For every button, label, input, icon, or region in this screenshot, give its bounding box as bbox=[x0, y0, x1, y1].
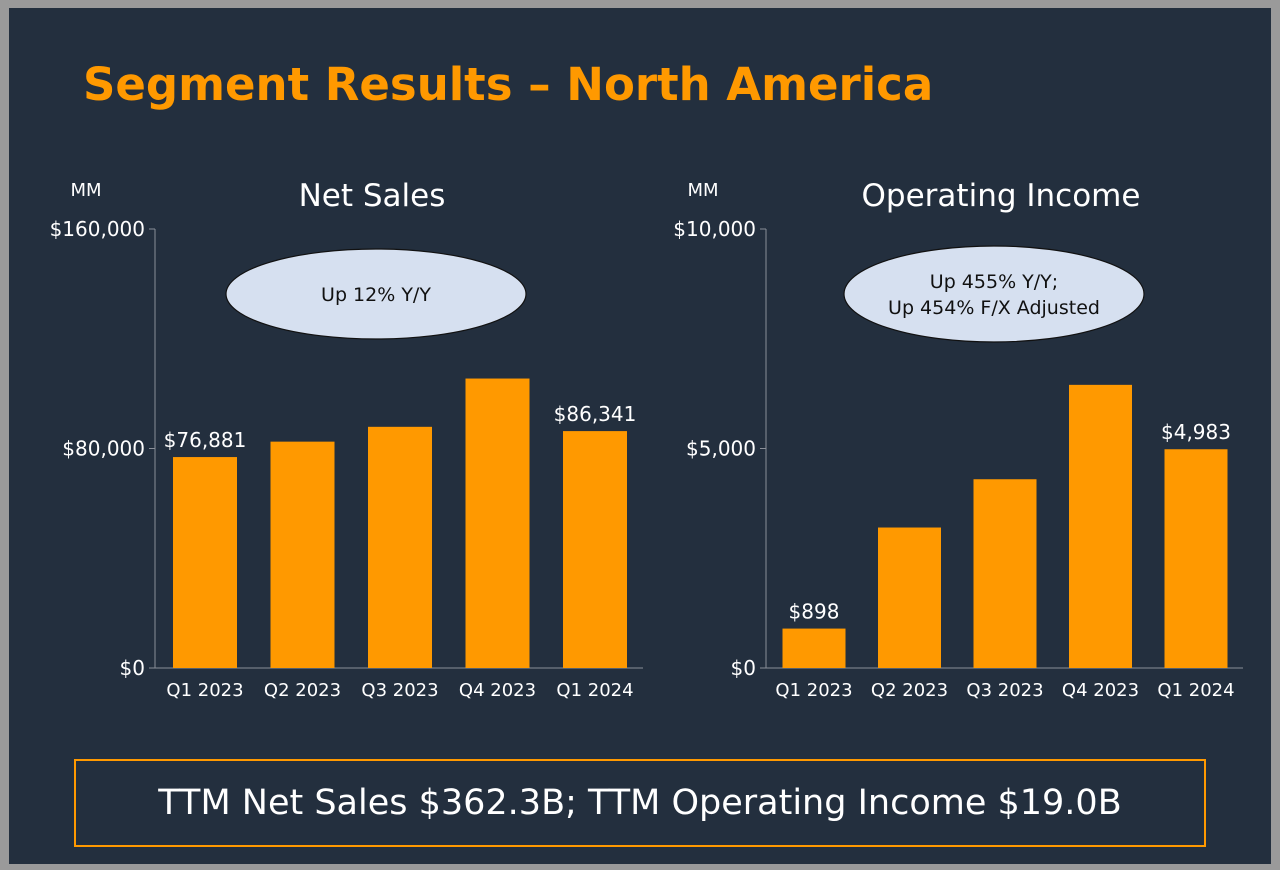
y-tick-label: $80,000 bbox=[62, 437, 145, 461]
y-tick-label: $160,000 bbox=[50, 217, 145, 241]
bar bbox=[782, 628, 846, 668]
x-tick-label: Q1 2023 bbox=[166, 680, 243, 701]
bar bbox=[270, 441, 335, 668]
x-tick-label: Q4 2023 bbox=[459, 680, 536, 701]
ttm-summary-box: TTM Net Sales $362.3B; TTM Operating Inc… bbox=[74, 759, 1206, 847]
slide: Segment Results – North America Net Sale… bbox=[9, 8, 1271, 864]
chart-title: Operating Income bbox=[862, 178, 1141, 214]
bar-value-label: $76,881 bbox=[164, 428, 247, 452]
callout-text: Up 12% Y/Y bbox=[321, 284, 431, 306]
x-tick-label: Q2 2023 bbox=[871, 680, 948, 701]
x-tick-label: Q4 2023 bbox=[1062, 680, 1139, 701]
x-tick-label: Q1 2023 bbox=[775, 680, 852, 701]
unit-label: MM bbox=[70, 180, 101, 201]
unit-label: MM bbox=[687, 180, 718, 201]
callout-ellipse bbox=[843, 245, 1145, 343]
y-tick-label: $0 bbox=[731, 656, 756, 680]
callout-text: Up 454% F/X Adjusted bbox=[888, 297, 1100, 319]
chart-title: Net Sales bbox=[299, 178, 446, 214]
slide-title: Segment Results – North America bbox=[83, 58, 934, 111]
bar-value-label: $898 bbox=[789, 600, 840, 624]
bar bbox=[368, 426, 432, 668]
x-tick-label: Q1 2024 bbox=[1157, 680, 1234, 701]
ttm-summary-text: TTM Net Sales $362.3B; TTM Operating Inc… bbox=[158, 783, 1122, 823]
callout-text: Up 455% Y/Y; bbox=[930, 271, 1058, 293]
x-tick-label: Q3 2023 bbox=[966, 680, 1043, 701]
y-tick-label: $10,000 bbox=[673, 217, 756, 241]
bar bbox=[563, 431, 627, 668]
bar bbox=[1069, 384, 1132, 668]
y-tick-label: $0 bbox=[120, 656, 145, 680]
bar bbox=[973, 479, 1037, 668]
bar bbox=[173, 457, 237, 668]
operating-income-chart: Operating Income MM $0 $5,000 $10,000 Q1 2023… bbox=[673, 178, 1243, 701]
bar bbox=[878, 527, 941, 668]
x-tick-label: Q1 2024 bbox=[556, 680, 633, 701]
bar bbox=[1164, 449, 1228, 668]
bar-value-label: $4,983 bbox=[1161, 420, 1231, 444]
y-tick-label: $5,000 bbox=[686, 437, 756, 461]
net-sales-chart: Net Sales MM $0 $80,000 $160,000 Q1 2023 $76,8… bbox=[50, 178, 643, 701]
callout-ellipse bbox=[225, 248, 527, 340]
bar-value-label: $86,341 bbox=[554, 402, 637, 426]
bar bbox=[465, 378, 530, 668]
x-tick-label: Q2 2023 bbox=[264, 680, 341, 701]
x-tick-label: Q3 2023 bbox=[361, 680, 438, 701]
